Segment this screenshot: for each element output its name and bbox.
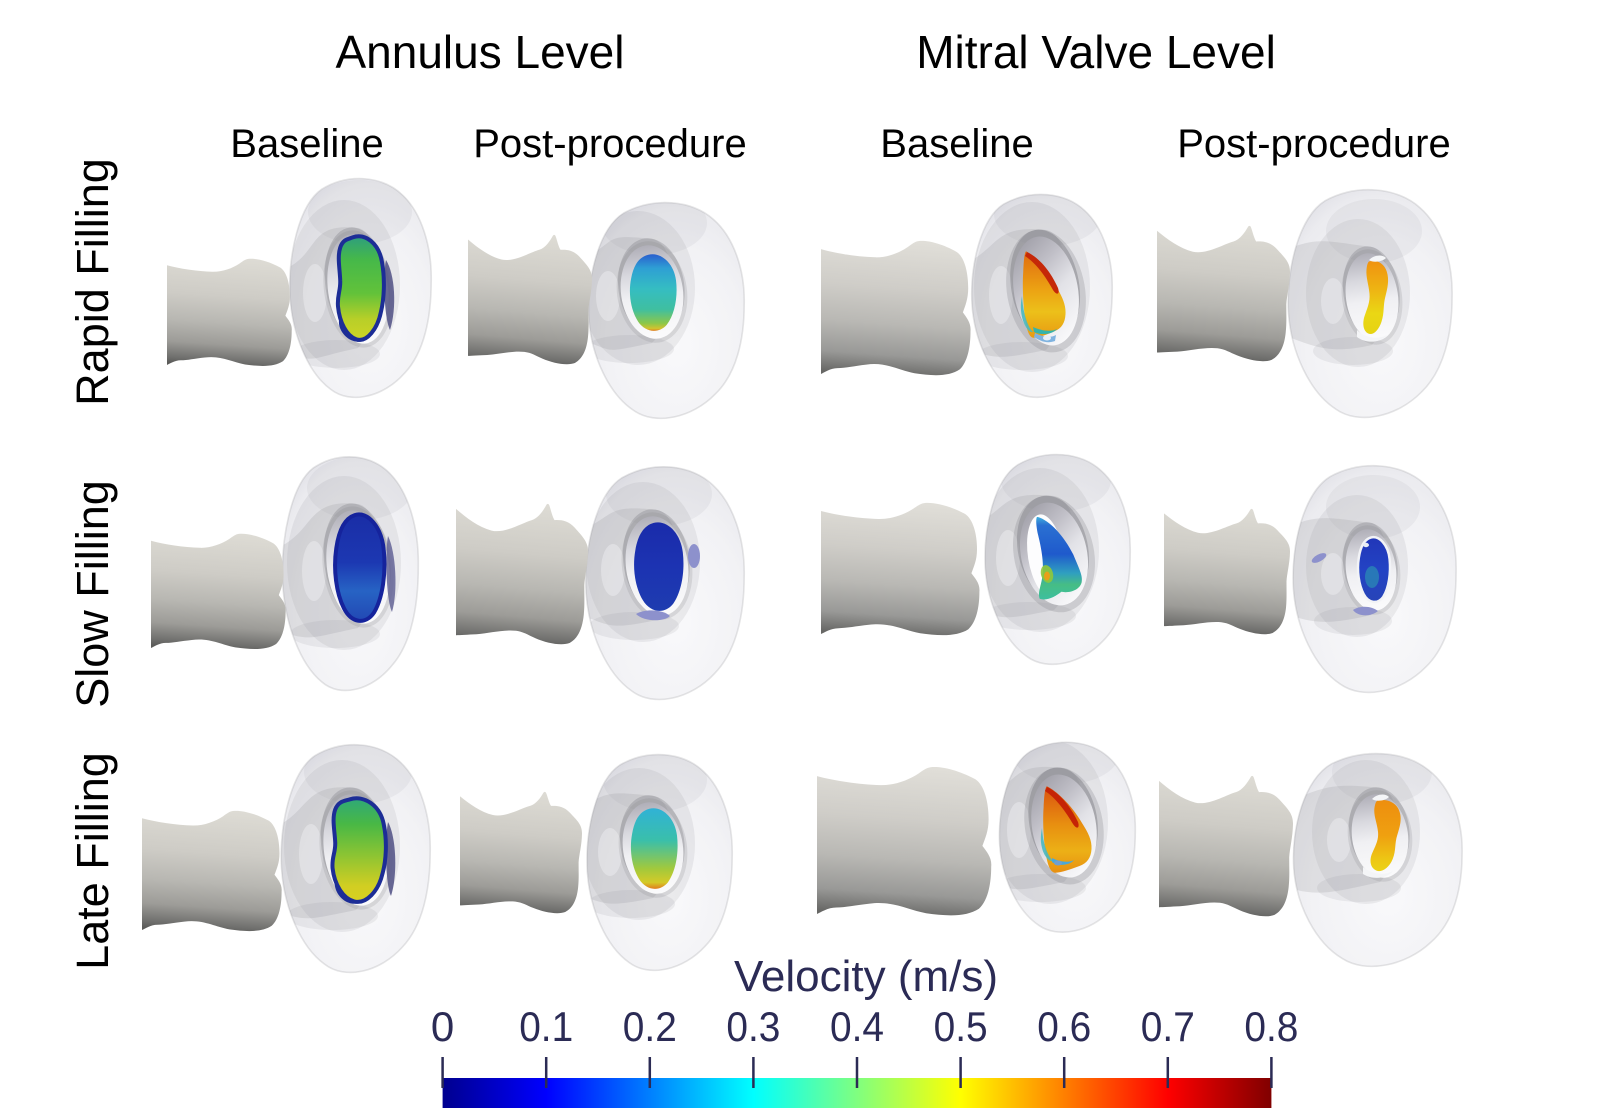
svg-text:0.7: 0.7	[1141, 1003, 1195, 1050]
svg-text:0.2: 0.2	[623, 1003, 677, 1050]
svg-text:Post-procedure: Post-procedure	[1177, 122, 1450, 166]
svg-text:0: 0	[431, 1003, 454, 1050]
svg-text:0.8: 0.8	[1244, 1003, 1298, 1050]
svg-text:0.1: 0.1	[519, 1003, 573, 1050]
svg-text:Late Filling: Late Filling	[67, 752, 118, 970]
svg-text:Annulus Level: Annulus Level	[336, 26, 625, 78]
svg-text:0.3: 0.3	[726, 1003, 780, 1050]
svg-text:Slow Filling: Slow Filling	[67, 480, 118, 708]
svg-text:Baseline: Baseline	[230, 122, 383, 166]
svg-text:Post-procedure: Post-procedure	[473, 122, 746, 166]
svg-text:0.4: 0.4	[830, 1003, 884, 1050]
svg-text:0.5: 0.5	[934, 1003, 988, 1050]
svg-text:Rapid Filling: Rapid Filling	[67, 158, 118, 406]
svg-text:Baseline: Baseline	[880, 122, 1033, 166]
svg-text:0.6: 0.6	[1037, 1003, 1091, 1050]
svg-text:Velocity (m/s): Velocity (m/s)	[734, 952, 998, 1001]
svg-text:Mitral Valve Level: Mitral Valve Level	[916, 26, 1276, 78]
